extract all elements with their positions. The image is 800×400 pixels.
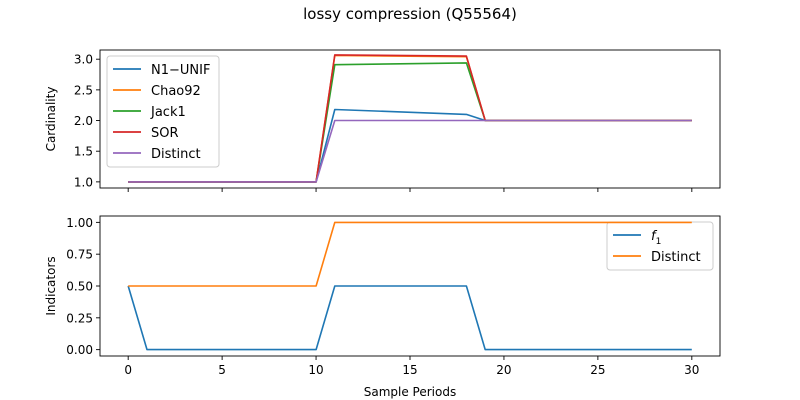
legend-label: f1 (651, 229, 661, 247)
legend-box (106, 55, 220, 168)
indicators-panel: Indicators Sample Periods f1 Distinct 0 5 1… (44, 215, 721, 399)
legend-label: Distinct (651, 250, 701, 265)
series-line (128, 221, 692, 287)
x-tick-label: 5 (218, 363, 226, 377)
y-tick-label: 3.0 (74, 53, 93, 67)
cardinality-panel: Cardinality N1−UNIF Chao92 Jack1 SOR Distinc… (44, 49, 721, 192)
series-line (127, 285, 692, 351)
x-tick-label: 25 (590, 363, 605, 377)
legend: f1 Distinct (606, 221, 714, 271)
x-tick-label: 15 (402, 363, 417, 377)
y-tick-label: 2.5 (74, 83, 93, 97)
legend-label: N1−UNIF (151, 63, 210, 78)
y-tick-label: 0.00 (66, 343, 93, 357)
y-tick-label: 2.0 (74, 114, 93, 128)
series-group (128, 54, 692, 183)
legend-label: SOR (151, 126, 179, 141)
y-tick-label: 1.5 (74, 145, 93, 159)
y-tick-label: 0.50 (66, 280, 93, 294)
series-line (128, 119, 692, 183)
y-tick-label: 1.00 (66, 216, 93, 230)
legend-label: Jack1 (150, 105, 186, 120)
x-tick-label: 20 (496, 363, 511, 377)
y-tick-label: 0.25 (66, 311, 93, 325)
legend-label: Distinct (151, 147, 201, 162)
y-tick-label: 0.75 (66, 248, 93, 262)
y-axis-label: Indicators (44, 256, 58, 315)
legend: N1−UNIF Chao92 Jack1 SOR Distinct (106, 55, 220, 168)
x-tick-label: 30 (684, 363, 699, 377)
series-group (127, 221, 692, 351)
y-axis-label: Cardinality (44, 87, 58, 152)
x-tick-label: 0 (124, 363, 132, 377)
figure-title: lossy compression (Q55564) (303, 5, 517, 23)
y-tick-label: 1.0 (74, 175, 93, 189)
x-tick-label: 10 (308, 363, 323, 377)
legend-label: Chao92 (151, 84, 201, 99)
x-axis-label: Sample Periods (364, 385, 456, 399)
